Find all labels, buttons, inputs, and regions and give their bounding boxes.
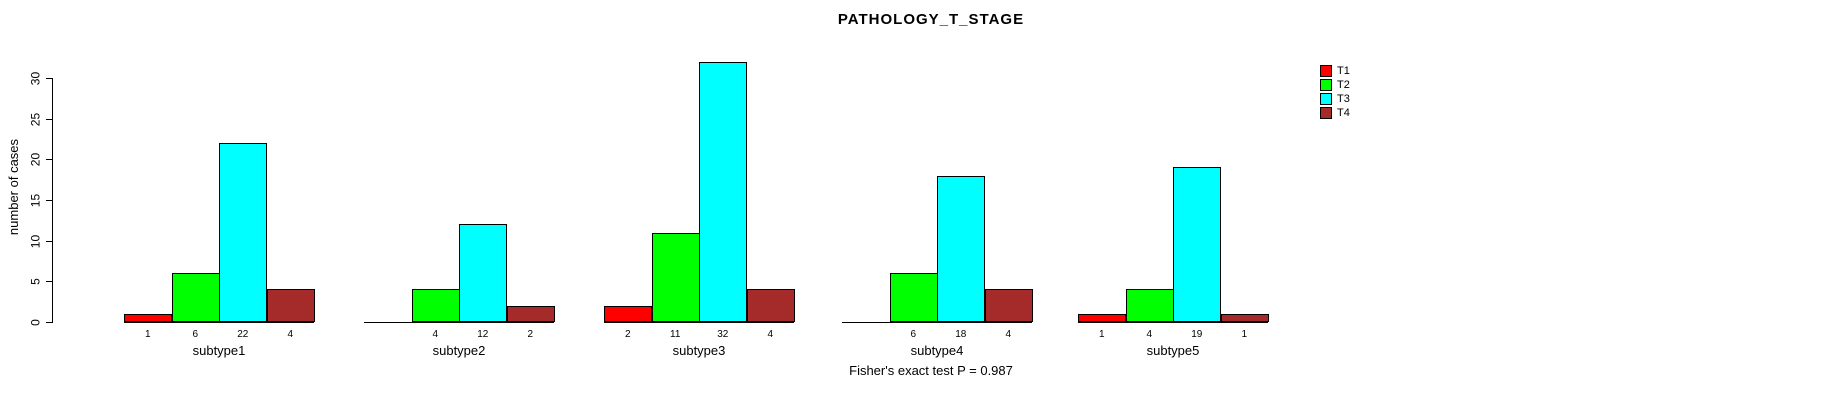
- y-tick-mark: [46, 322, 52, 323]
- bar-subtype3-T4: [746, 289, 795, 322]
- bar-subtype5-T1: [1078, 314, 1126, 322]
- group-label-subtype2: subtype2: [432, 343, 486, 358]
- bar-count-label: 22: [237, 329, 249, 340]
- group-label-subtype1: subtype1: [192, 343, 246, 358]
- legend-swatch-T2: [1320, 79, 1332, 91]
- legend-row-T3: T3: [1320, 92, 1350, 106]
- bar-count-label: 19: [1191, 329, 1203, 340]
- legend-label-T1: T1: [1337, 65, 1350, 77]
- legend-swatch-T1: [1320, 65, 1332, 77]
- legend-row-T1: T1: [1320, 64, 1350, 78]
- y-axis-title: number of cases: [6, 138, 21, 236]
- y-tick-label: 0: [28, 319, 43, 326]
- legend-label-T2: T2: [1337, 79, 1350, 91]
- bar-subtype5-T4: [1220, 314, 1269, 322]
- bar-subtype3-T2: [651, 233, 700, 322]
- y-tick-label: 20: [28, 152, 43, 167]
- y-tick-label: 30: [28, 71, 43, 86]
- legend-label-T3: T3: [1337, 93, 1350, 105]
- y-tick-mark: [46, 281, 52, 282]
- fisher-annotation: Fisher's exact test P = 0.987: [849, 363, 1013, 378]
- bar-count-label: 6: [910, 329, 917, 340]
- legend-swatch-T4: [1320, 107, 1332, 119]
- bar-count-label: 4: [432, 329, 439, 340]
- bar-subtype3-T1: [604, 306, 652, 322]
- y-tick-label: 25: [28, 112, 43, 127]
- bar-count-label: 1: [1241, 329, 1248, 340]
- bar-group-subtype4: 6 18 4 subtype4: [842, 0, 1033, 358]
- bar-count-label: 11: [670, 329, 681, 340]
- bar-count-label: 18: [955, 329, 967, 340]
- bar-count-label: 2: [624, 329, 631, 340]
- legend-swatch-T3: [1320, 93, 1332, 105]
- bar-group-subtype2: 4 12 2 subtype2: [364, 0, 555, 358]
- bar-count-label: 2: [527, 329, 534, 340]
- bar-subtype1-T1: [124, 314, 172, 322]
- bar-count-label: 4: [767, 329, 774, 340]
- bar-count-label: 32: [717, 329, 729, 340]
- legend: T1 T2 T3 T4: [1320, 64, 1350, 120]
- bar-count-label: 4: [287, 329, 294, 340]
- chart-title: PATHOLOGY_T_STAGE: [837, 11, 1025, 28]
- bar-group-subtype3: 2 11 32 4 subtype3: [604, 0, 795, 358]
- bar-subtype3-T3: [699, 62, 747, 322]
- legend-row-T4: T4: [1320, 106, 1350, 120]
- y-axis-line: [52, 78, 53, 323]
- bar-subtype2-T2: [411, 289, 460, 322]
- y-tick-mark: [46, 200, 52, 201]
- bar-count-label: 4: [1146, 329, 1153, 340]
- bar-group-subtype1: 1 6 22 4 subtype1: [124, 0, 315, 358]
- bar-group-subtype5: 1 4 19 1 subtype5: [1078, 0, 1269, 358]
- bar-count-label: 12: [477, 329, 489, 340]
- y-tick-mark: [46, 241, 52, 242]
- bar-subtype2-T4: [506, 306, 555, 322]
- bar-subtype5-T3: [1173, 167, 1221, 322]
- group-label-subtype4: subtype4: [910, 343, 964, 358]
- bar-subtype1-T2: [171, 273, 220, 322]
- y-tick-mark: [46, 159, 52, 160]
- y-tick-label: 15: [28, 193, 43, 208]
- bar-subtype1-T4: [266, 289, 315, 322]
- group-label-subtype5: subtype5: [1146, 343, 1200, 358]
- y-tick-mark: [46, 78, 52, 79]
- y-tick-label: 5: [28, 278, 43, 285]
- bar-count-label: 1: [144, 329, 151, 340]
- bar-subtype2-T3: [459, 224, 507, 322]
- bar-subtype1-T3: [219, 143, 267, 322]
- bar-count-label: 6: [192, 329, 199, 340]
- bar-count-label: 4: [1005, 329, 1012, 340]
- group-label-subtype3: subtype3: [672, 343, 726, 358]
- bar-subtype4-T4: [984, 289, 1033, 322]
- bar-subtype5-T2: [1125, 289, 1174, 322]
- legend-row-T2: T2: [1320, 78, 1350, 92]
- bar-count-label: 1: [1098, 329, 1105, 340]
- y-tick-mark: [46, 119, 52, 120]
- bar-subtype4-T3: [937, 176, 985, 322]
- bar-subtype4-T2: [889, 273, 938, 322]
- y-tick-label: 10: [28, 234, 43, 249]
- legend-label-T4: T4: [1337, 107, 1350, 119]
